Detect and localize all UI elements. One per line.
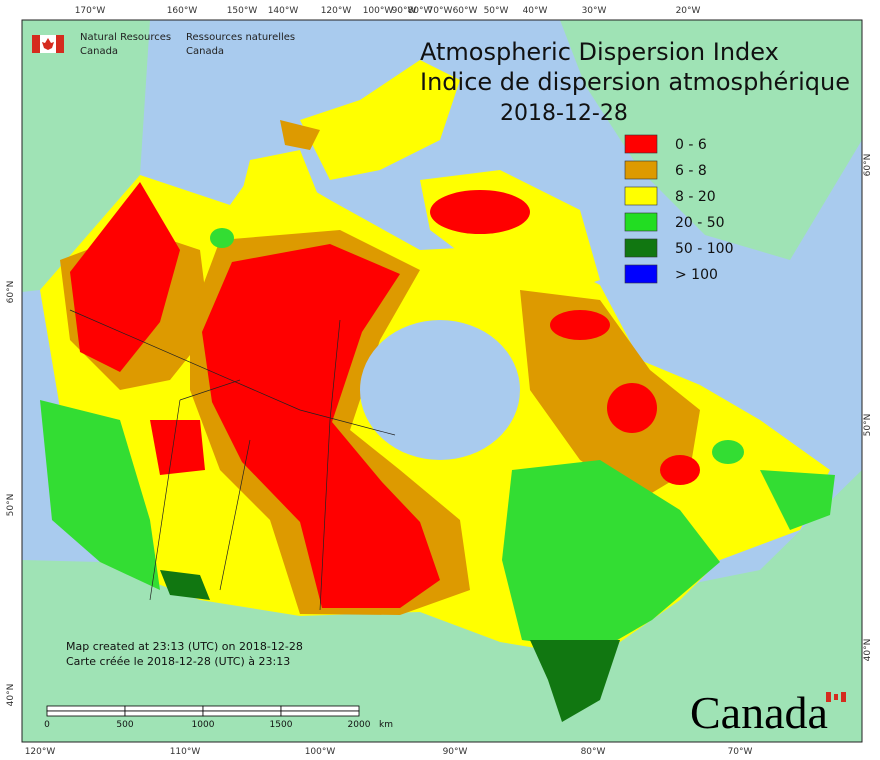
latitude-label: 60°N [863, 154, 873, 177]
title-date: 2018-12-28 [500, 101, 628, 126]
longitude-label: 80°W [581, 747, 606, 757]
high-dispersion [502, 460, 720, 650]
usa-land [22, 470, 862, 742]
latitude-label: 40°N [6, 684, 16, 707]
legend-label: 8 - 20 [675, 189, 716, 205]
map-body [22, 20, 862, 742]
hudson-bay [360, 320, 520, 460]
low-dispersion [70, 182, 180, 372]
very-high-dispersion [530, 640, 620, 722]
high-dispersion [712, 440, 744, 464]
legend-swatch [624, 238, 658, 258]
longitude-label: 50°W [484, 6, 509, 16]
agency-en: Natural Resources [80, 32, 171, 43]
wordmark: Canada [690, 687, 828, 738]
scale-label: 2000 [348, 720, 371, 730]
legend-label: 20 - 50 [675, 215, 725, 231]
longitude-label: 120°W [25, 747, 56, 757]
scale-segment [202, 710, 282, 717]
maple-leaf [42, 38, 54, 50]
scale-segment [124, 710, 204, 717]
agency-en: Canada [80, 46, 118, 57]
latitude-label: 60°N [6, 281, 16, 304]
greenland-land [560, 20, 862, 260]
wordmark-flag [841, 692, 846, 702]
legend-label: 50 - 100 [675, 241, 734, 257]
legend-swatch [624, 134, 658, 154]
longitude-label: 100°W [363, 6, 394, 16]
title-fr: Indice de dispersion atmosphérique [420, 68, 850, 96]
wordmark-flag [826, 692, 831, 702]
scale-bar: 0 500 1000 1500 2000 km [44, 705, 393, 730]
low-dispersion [550, 310, 610, 340]
scale-segment [124, 705, 204, 712]
longitude-label: 160°W [167, 6, 198, 16]
scale-unit: km [379, 720, 393, 730]
legend-label: 6 - 8 [675, 163, 707, 179]
agency-logo: Natural Resources Canada Ressources natu… [32, 32, 295, 57]
province-borders [69, 309, 396, 611]
high-dispersion [760, 470, 835, 530]
created-note: Map created at 23:13 (UTC) on 2018-12-28 [66, 640, 303, 653]
scale-segment [46, 705, 126, 712]
scale-segment [280, 710, 360, 717]
legend-swatch [624, 264, 658, 284]
scale-label: 1500 [270, 720, 293, 730]
orange-zone [520, 290, 700, 500]
longitude-label: 140°W [268, 6, 299, 16]
longitude-label: 120°W [321, 6, 352, 16]
longitude-label: 70°W [428, 6, 453, 16]
scale-segment [202, 705, 282, 712]
arctic-island [240, 150, 320, 230]
scale-segment [280, 705, 360, 712]
longitude-label: 70°W [728, 747, 753, 757]
longitude-label: 30°W [582, 6, 607, 16]
low-dispersion [430, 190, 530, 234]
scale-label: 500 [116, 720, 133, 730]
longitude-label: 90°W [443, 747, 468, 757]
alaska-land [22, 20, 150, 292]
high-dispersion [210, 228, 234, 248]
longitude-label: 110°W [170, 747, 201, 757]
longitude-label: 170°W [75, 6, 106, 16]
latitude-label: 40°N [863, 639, 873, 662]
agency-fr: Ressources naturelles [186, 32, 295, 43]
agency-fr: Canada [186, 46, 224, 57]
legend-swatch [624, 186, 658, 206]
scale-label: 1000 [192, 720, 215, 730]
longitude-label: 60°W [453, 6, 478, 16]
latitude-label: 50°N [6, 494, 16, 517]
frame [21, 19, 863, 743]
low-dispersion [607, 383, 657, 433]
latitude-label: 50°N [863, 414, 873, 437]
longitude-label: 90°W [392, 6, 417, 16]
longitude-label: 80°W [408, 6, 433, 16]
arctic-islands [300, 60, 460, 180]
flag-bar [32, 35, 40, 53]
longitude-label: 150°W [227, 6, 258, 16]
longitude-label: 40°W [523, 6, 548, 16]
longitude-label: 20°W [676, 6, 701, 16]
low-dispersion [202, 244, 440, 608]
wordmark-flag [834, 694, 838, 700]
very-high-dispersion [160, 570, 210, 600]
low-dispersion [150, 420, 205, 475]
longitude-label: 100°W [305, 747, 336, 757]
scale-segment [46, 710, 126, 717]
legend-label: 0 - 6 [675, 137, 707, 153]
legend-swatch [624, 212, 658, 232]
flag-bar [56, 35, 64, 53]
high-dispersion [40, 400, 160, 590]
created-note: Carte créée le 2018-12-28 (UTC) à 23:13 [66, 655, 290, 668]
legend-label: > 100 [675, 267, 718, 283]
legend-swatch [624, 160, 658, 180]
low-dispersion [660, 455, 700, 485]
orange-zone [280, 120, 320, 150]
scale-label: 0 [44, 720, 50, 730]
title-en: Atmospheric Dispersion Index [420, 38, 779, 66]
